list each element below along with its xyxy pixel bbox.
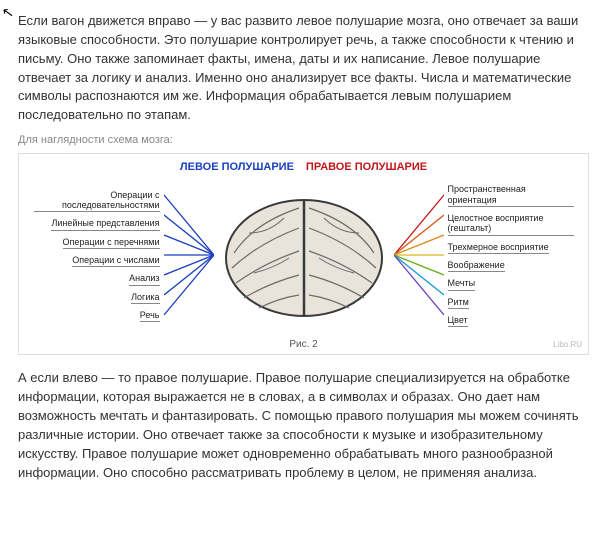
- brain-diagram: ЛЕВОЕ ПОЛУШАРИЕ ПРАВОЕ ПОЛУШАРИЕ Операци…: [18, 153, 589, 355]
- left-fan-lines: [164, 183, 214, 328]
- figure-caption: Рис. 2: [23, 338, 584, 353]
- left-label: Анализ: [129, 273, 159, 285]
- right-label: Целостное восприятие (гештальт): [448, 213, 574, 236]
- left-label: Операции с перечнями: [63, 237, 160, 249]
- watermark: Libo.RU: [553, 339, 582, 351]
- right-hemisphere-title: ПРАВОЕ ПОЛУШАРИЕ: [306, 160, 427, 176]
- diagram-caption: Для наглядности схема мозга:: [18, 133, 589, 149]
- left-labels-column: Операции с последовательностями Линейные…: [34, 190, 164, 323]
- left-label: Операции с последовательностями: [34, 190, 160, 213]
- left-label: Речь: [140, 310, 160, 322]
- paragraph-left-hemisphere: Если вагон движется вправо — у вас разви…: [18, 12, 589, 125]
- hemisphere-titles: ЛЕВОЕ ПОЛУШАРИЕ ПРАВОЕ ПОЛУШАРИЕ: [23, 160, 584, 176]
- right-labels-column: Пространственная ориентация Целостное во…: [444, 184, 574, 327]
- right-label: Цвет: [448, 315, 468, 327]
- right-label: Мечты: [448, 278, 476, 290]
- left-label: Логика: [131, 292, 159, 304]
- right-fan-lines: [394, 183, 444, 328]
- brain-illustration: [214, 183, 394, 328]
- paragraph-right-hemisphere: А если влево — то правое полушарие. Прав…: [18, 369, 589, 482]
- diagram-body: Операции с последовательностями Линейные…: [23, 176, 584, 336]
- left-label: Операции с числами: [72, 255, 159, 267]
- left-hemisphere-title: ЛЕВОЕ ПОЛУШАРИЕ: [180, 160, 294, 176]
- right-label: Ритм: [448, 297, 469, 309]
- right-label: Воображение: [448, 260, 505, 272]
- cursor-icon: ↖: [0, 1, 15, 23]
- left-label: Линейные представления: [51, 218, 159, 230]
- right-label: Трехмерное восприятие: [448, 242, 549, 254]
- right-label: Пространственная ориентация: [448, 184, 574, 207]
